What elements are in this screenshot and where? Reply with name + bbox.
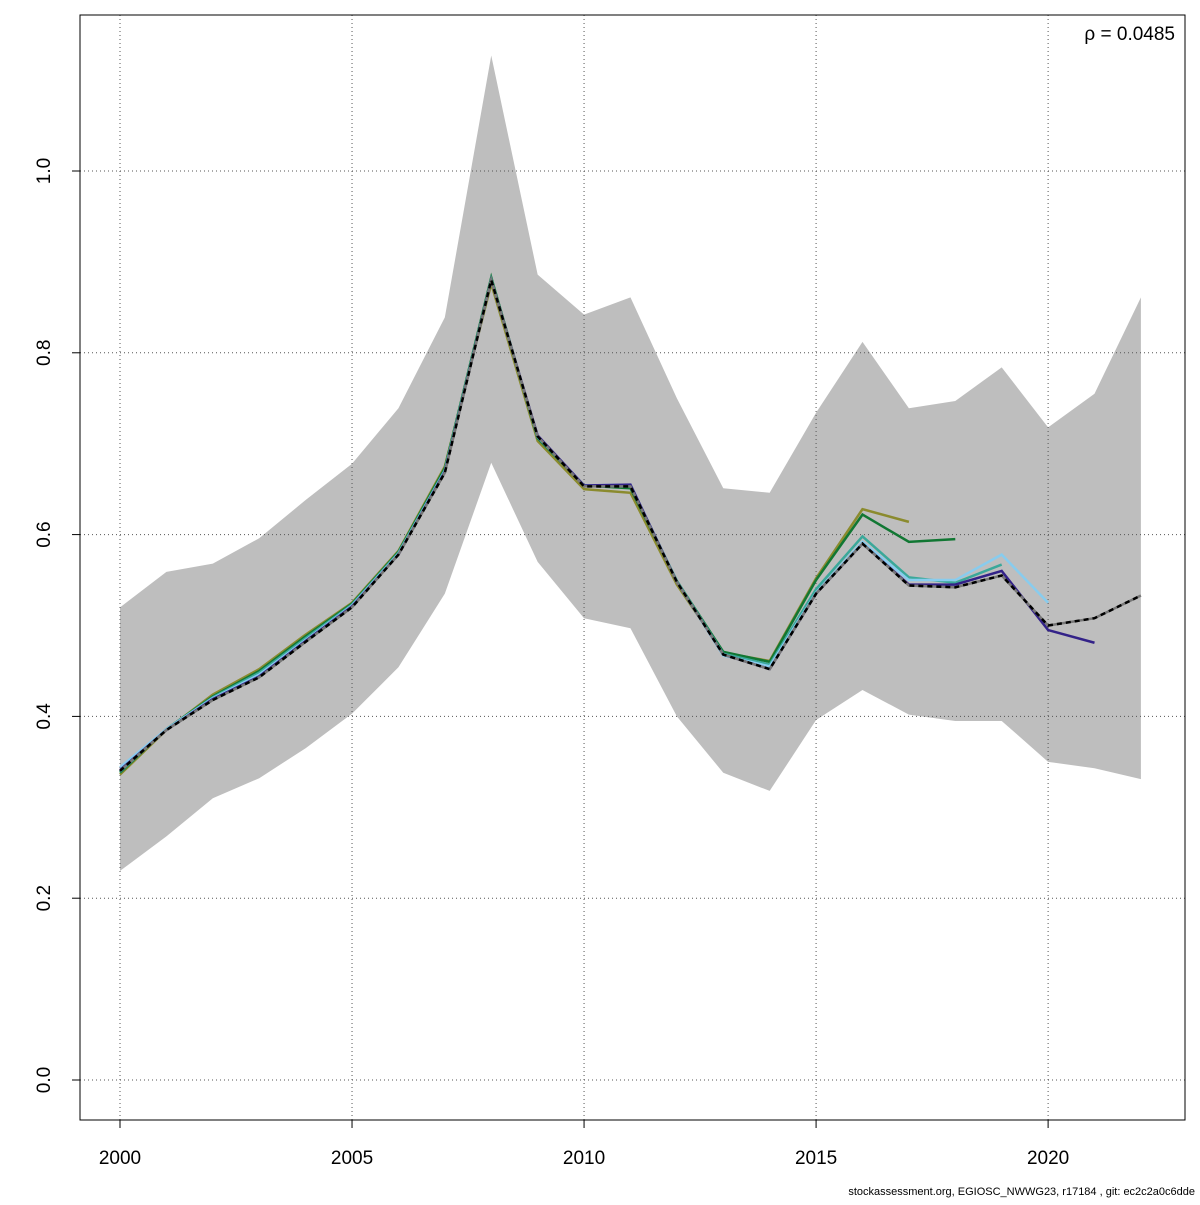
- x-tick-label: 2015: [795, 1148, 837, 1169]
- y-tick-label: 1.0: [34, 158, 55, 184]
- y-tick-label: 0.2: [34, 885, 55, 911]
- series-line: [119, 275, 1142, 772]
- x-tick-label: 2020: [1027, 1148, 1069, 1169]
- y-tick-label: 0.4: [34, 703, 55, 730]
- y-tick-label: 0.6: [34, 521, 55, 547]
- confidence-band: [120, 55, 1141, 871]
- annotation: ρ = 0.0485: [1084, 24, 1175, 45]
- y-tick-label: 0.0: [34, 1067, 55, 1093]
- x-tick-label: 2005: [331, 1148, 373, 1169]
- x-tick-label: 2010: [563, 1148, 605, 1169]
- x-tick-label: 2000: [99, 1148, 141, 1169]
- plot-frame: [79, 14, 1186, 1121]
- footer: stockassessment.org, EGIOSC_NWWG23, r171…: [848, 1186, 1195, 1198]
- y-tick-label: 0.8: [34, 340, 55, 366]
